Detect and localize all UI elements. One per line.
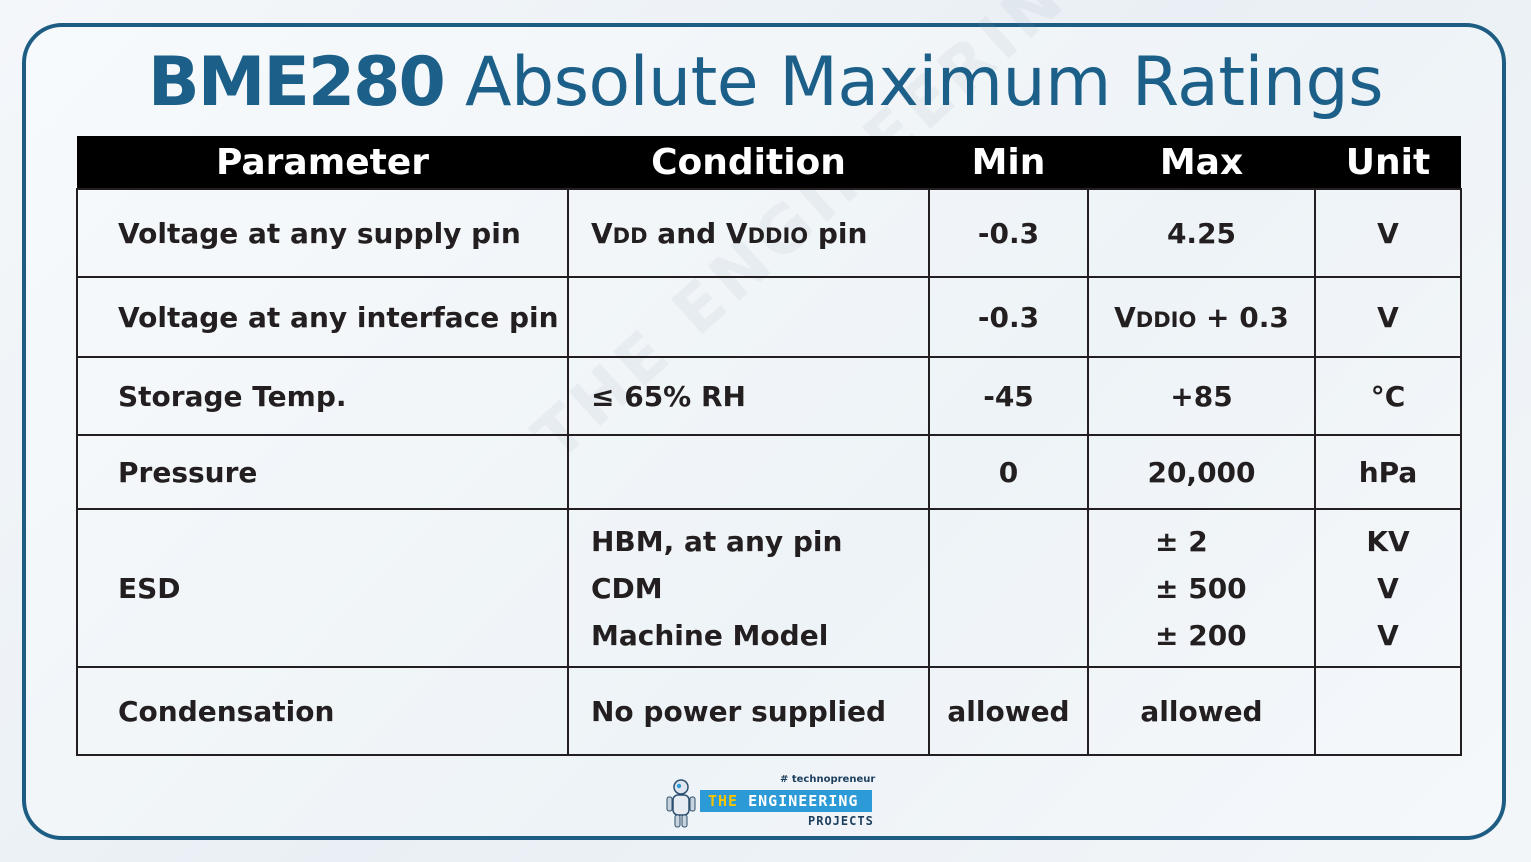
table-row: Voltage at any supply pin VDD and VDDIO …: [76, 188, 1462, 278]
header-max: Max: [1088, 136, 1315, 189]
cell-unit: V: [1314, 188, 1462, 278]
header-parameter: Parameter: [77, 136, 568, 189]
cell-unit: °C: [1314, 356, 1462, 436]
table-row: Storage Temp. ≤ 65% RH -45 +85 °C: [76, 356, 1462, 436]
cell-parameter: Voltage at any interface pin: [76, 276, 569, 358]
logo-subtitle: PROJECTS: [808, 814, 874, 828]
robot-icon: [666, 779, 696, 828]
cell-max: VDDIO + 0.3: [1087, 276, 1316, 358]
cell-condition: [567, 276, 930, 358]
logo-tagline: # technopreneur: [780, 774, 876, 785]
cell-min: 0: [928, 434, 1089, 510]
cell-condition: No power supplied: [567, 666, 930, 756]
table-row: Voltage at any interface pin -0.3 VDDIO …: [76, 276, 1462, 358]
cell-max: allowed: [1087, 666, 1316, 756]
cell-max: ± 2 ± 500 ± 200: [1087, 508, 1316, 668]
header-unit: Unit: [1315, 136, 1461, 189]
header-min: Min: [929, 136, 1088, 189]
brand-logo: # technopreneur THE ENGINEERING PROJECTS: [660, 773, 880, 831]
title-bold: BME280: [147, 43, 446, 122]
cell-unit: [1314, 666, 1462, 756]
cell-parameter: Voltage at any supply pin: [76, 188, 569, 278]
cell-min: [928, 508, 1089, 668]
cell-min: allowed: [928, 666, 1089, 756]
cell-condition: HBM, at any pin CDM Machine Model: [567, 508, 930, 668]
cell-unit: hPa: [1314, 434, 1462, 510]
page-title: BME280 Absolute Maximum Ratings: [0, 38, 1531, 128]
ratings-table: Parameter Condition Min Max Unit Voltage…: [76, 136, 1462, 756]
cell-max: 20,000: [1087, 434, 1316, 510]
table-row: ESD HBM, at any pin CDM Machine Model ± …: [76, 508, 1462, 668]
cell-parameter: Condensation: [76, 666, 569, 756]
cell-condition: ≤ 65% RH: [567, 356, 930, 436]
cell-unit: KV V V: [1314, 508, 1462, 668]
header-condition: Condition: [568, 136, 929, 189]
cell-parameter: ESD: [76, 508, 569, 668]
cell-max: 4.25: [1087, 188, 1316, 278]
table-row: Pressure 0 20,000 hPa: [76, 434, 1462, 510]
cell-condition: VDD and VDDIO pin: [567, 188, 930, 278]
title-rest: Absolute Maximum Ratings: [464, 43, 1384, 122]
cell-min: -0.3: [928, 276, 1089, 358]
cell-parameter: Storage Temp.: [76, 356, 569, 436]
table-header-row: Parameter Condition Min Max Unit: [77, 136, 1461, 189]
cell-min: -45: [928, 356, 1089, 436]
cell-condition: [567, 434, 930, 510]
cell-unit: V: [1314, 276, 1462, 358]
cell-min: -0.3: [928, 188, 1089, 278]
cell-max: +85: [1087, 356, 1316, 436]
cell-parameter: Pressure: [76, 434, 569, 510]
table-row: Condensation No power supplied allowed a…: [76, 666, 1462, 756]
logo-wordmark: THE ENGINEERING: [700, 790, 872, 812]
